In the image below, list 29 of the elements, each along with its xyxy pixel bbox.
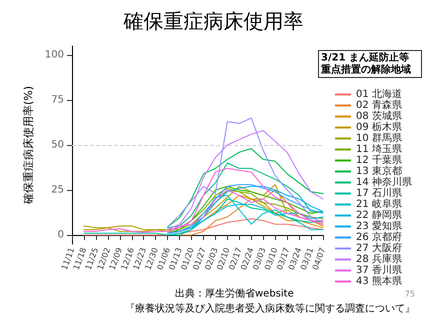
y-axis-title: 確保重症病床使用率(%) [22,86,36,206]
text: 『療養状況等及び入院患者受入病床数等に関する調査について』 [125,302,415,314]
legend-label: 23 愛知県 [356,220,402,232]
legend-label: 08 茨城県 [356,110,402,122]
legend-label: 17 石川県 [356,187,402,199]
legend-label: 12 千葉県 [356,154,402,166]
source-note: 出典：厚生労働省website [175,288,294,300]
legend-label: 02 青森県 [356,99,402,111]
legend-label: 10 群馬県 [356,132,402,144]
y-tick-label: 0 [58,230,64,240]
legend-label: 11 埼玉県 [356,143,402,155]
legend-label: 28 兵庫県 [356,253,402,265]
y-tick-label: 100 [44,50,64,60]
legend-label: 27 大阪府 [356,242,402,254]
chart-title: 確保重症病床使用率 [122,9,304,33]
legend-label: 43 熊本県 [356,275,402,287]
legend-label: 37 香川県 [356,264,402,276]
text: 75 [404,290,416,298]
legend-label: 22 静岡県 [356,209,402,221]
legend-label: 14 神奈川県 [356,176,412,188]
legend-title: 3/21 まん延防止等重点措置の解除地域 [320,52,411,76]
y-tick-label: 25 [51,184,64,196]
legend-label: 26 京都府 [356,231,402,243]
y-tick-label: 75 [51,94,64,106]
legend-label: 13 東京都 [356,165,402,177]
legend-label: 21 岐阜県 [356,198,402,210]
legend-label: 09 栃木県 [356,121,402,133]
y-tick-label: 50 [51,140,64,150]
legend-label: 01 北海道 [356,88,402,100]
